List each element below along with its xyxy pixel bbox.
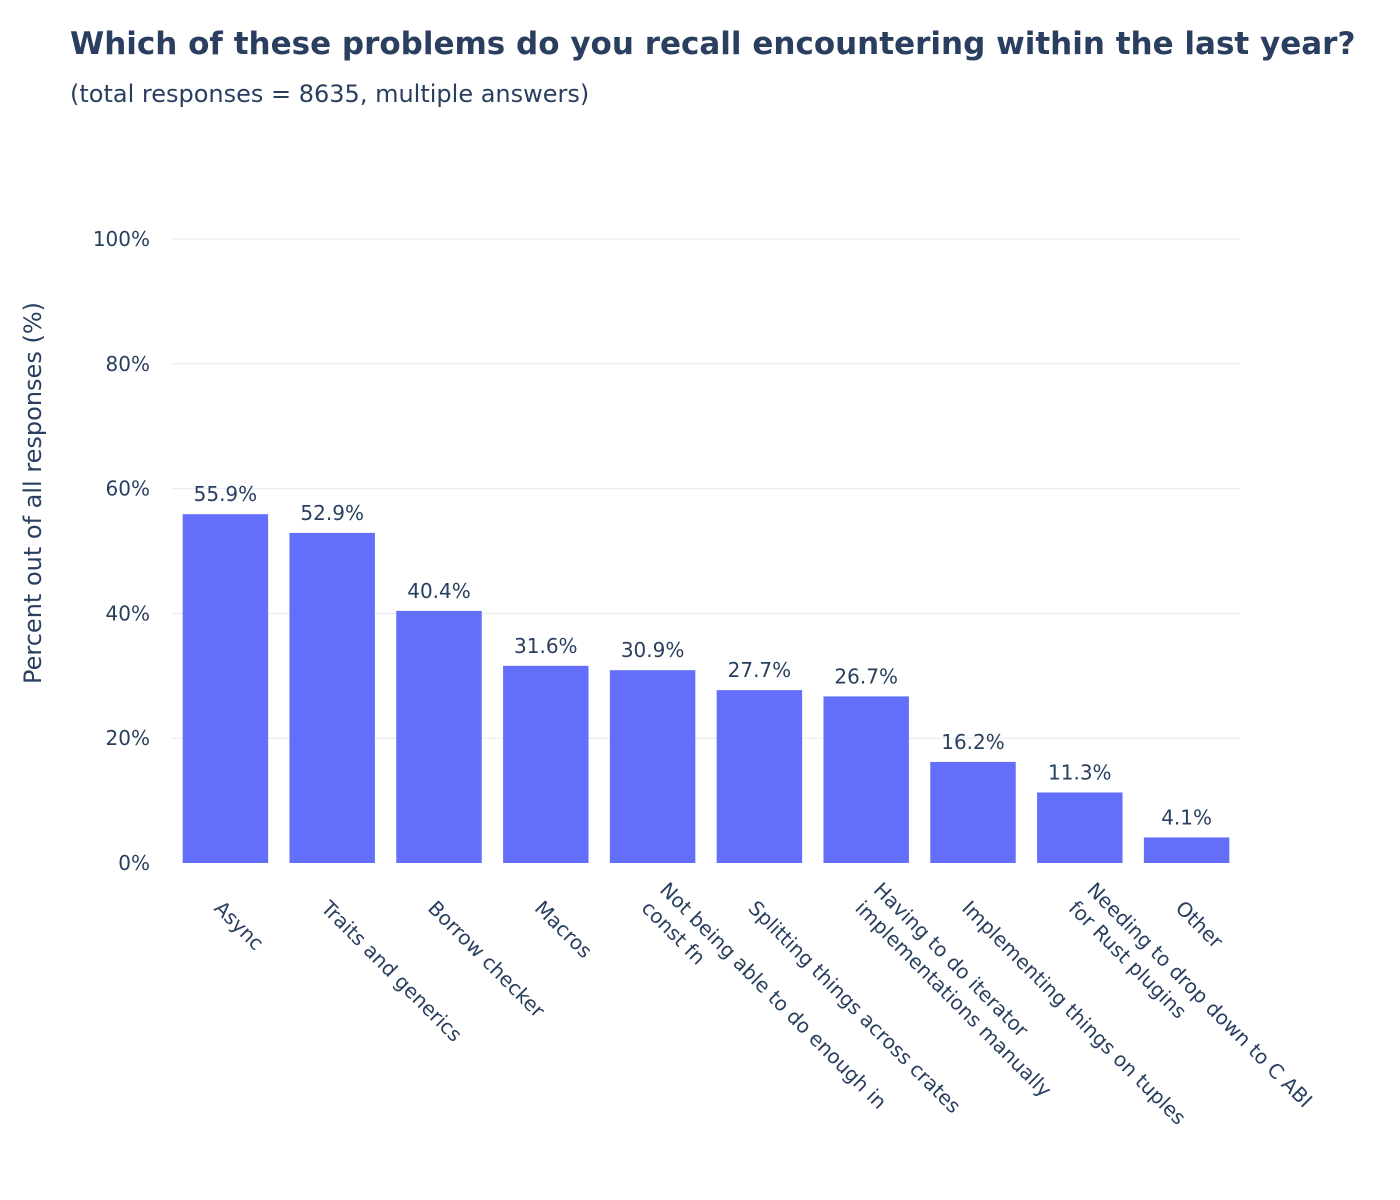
bar-value-label: 52.9% [300, 501, 364, 525]
bar-value-label: 16.2% [941, 730, 1005, 754]
y-tick-label: 80% [106, 352, 150, 376]
y-tick-label: 40% [106, 601, 150, 625]
bar-value-label: 4.1% [1161, 805, 1212, 829]
x-category-label-line: Async [210, 896, 269, 955]
bar [289, 532, 375, 863]
bar [823, 696, 909, 863]
x-category-label-line: Other [1171, 896, 1229, 954]
y-tick-label: 20% [106, 726, 150, 750]
chart-title: Which of these problems do you recall en… [70, 26, 1356, 62]
y-axis-title: Percent out of all responses (%) [19, 302, 47, 684]
data-labels: 55.9% 52.9% 40.4% 31.6% 30.9% 27.7% 26.7% 16.2%… [194, 482, 1212, 829]
bar-value-label: 55.9% [194, 482, 258, 506]
bar [930, 761, 1016, 863]
y-tick-label: 60% [106, 477, 150, 501]
bar-value-label: 11.3% [1048, 760, 1112, 784]
bar-value-label: 31.6% [514, 634, 578, 658]
x-category-label-line: implementations manually [850, 896, 1056, 1102]
x-category-label: Macros [530, 896, 597, 963]
bar [396, 610, 482, 863]
bar-value-label: 40.4% [407, 579, 471, 603]
bar-value-label: 27.7% [728, 658, 792, 682]
x-category-label: Async [210, 896, 269, 955]
y-tick-label: 0% [118, 851, 150, 875]
bar [716, 690, 803, 863]
bar [503, 665, 589, 863]
chart-subtitle: (total responses = 8635, multiple answer… [70, 80, 590, 108]
x-category-label-line: Macros [530, 896, 597, 963]
bar-value-label: 26.7% [834, 664, 898, 688]
bar [1143, 837, 1230, 863]
bar-value-label: 30.9% [621, 638, 685, 662]
bar [182, 514, 269, 863]
y-tick-label: 100% [93, 227, 150, 251]
bar [609, 670, 696, 863]
x-category-label: Other [1171, 896, 1229, 954]
bars [182, 514, 1230, 863]
bar [1037, 792, 1123, 863]
y-axis-ticks: 0% 20% 40% 60% 80% 100% [93, 227, 150, 875]
